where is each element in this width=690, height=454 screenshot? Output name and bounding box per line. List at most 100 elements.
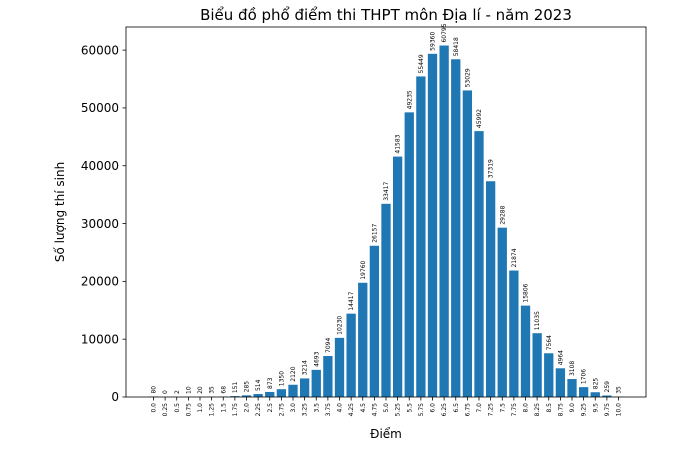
x-tick-label: 6.25 <box>441 403 448 417</box>
x-tick-label: 7.25 <box>488 403 495 417</box>
y-tick-label: 20000 <box>81 275 119 289</box>
bar-value-label: 7094 <box>325 338 332 353</box>
x-tick-label: 9.25 <box>581 403 588 417</box>
bar-3.0 <box>288 385 297 397</box>
x-tick-label: 6.75 <box>464 403 471 417</box>
bar-4.75 <box>370 246 379 397</box>
bar-7.75 <box>509 271 518 397</box>
x-tick-label: 3.25 <box>302 403 309 417</box>
bar-7.25 <box>486 181 495 397</box>
chart-title: Biểu đồ phổ điểm thi THPT môn Địa lí - n… <box>200 6 572 24</box>
bar-value-label: 59360 <box>430 32 437 51</box>
bar-7.0 <box>474 131 483 397</box>
x-tick-label: 7.75 <box>511 403 518 417</box>
bar-8.25 <box>532 333 541 397</box>
bar-value-label: 20 <box>197 386 204 394</box>
bar-value-label: 873 <box>267 377 274 389</box>
bar-value-label: 10 <box>185 386 192 394</box>
x-tick-label: 4.5 <box>360 403 367 413</box>
bar-8.0 <box>521 306 530 397</box>
x-tick-label: 0.75 <box>185 403 192 417</box>
bar-value-label: 29288 <box>499 205 506 224</box>
bar-6.75 <box>463 90 472 397</box>
bar-7.5 <box>498 228 507 397</box>
bar-value-label: 514 <box>255 379 262 391</box>
x-tick-label: 2.25 <box>255 403 262 417</box>
x-tick-label: 8.75 <box>557 403 564 417</box>
x-tick-label: 7.0 <box>476 403 483 413</box>
x-tick-label: 3.0 <box>290 403 297 413</box>
x-tick-label: 8.25 <box>534 403 541 417</box>
x-tick-label: 1.5 <box>220 403 227 413</box>
x-tick-label: 0.5 <box>174 403 181 413</box>
x-tick-label: 9.0 <box>569 403 576 413</box>
bar-4.0 <box>335 338 344 397</box>
x-tick-label: 1.25 <box>209 403 216 417</box>
bar-4.5 <box>358 283 367 397</box>
bar-value-label: 4693 <box>313 351 320 366</box>
x-tick-label: 0.25 <box>162 403 169 417</box>
bar-5.75 <box>416 76 425 397</box>
x-tick-label: 6.5 <box>453 403 460 413</box>
x-tick-label: 7.5 <box>499 403 506 413</box>
bar-2.5 <box>265 392 274 397</box>
bar-value-label: 37319 <box>488 159 495 178</box>
bar-value-label: 60795 <box>441 23 448 42</box>
y-tick-label: 50000 <box>81 101 119 115</box>
bar-value-label: 58418 <box>453 37 460 56</box>
x-tick-label: 8.0 <box>523 403 530 413</box>
bar-2.25 <box>253 394 262 397</box>
y-tick-label: 60000 <box>81 43 119 57</box>
y-axis-label: Số lượng thí sinh <box>53 162 67 262</box>
bar-value-label: 2120 <box>290 366 297 381</box>
x-tick-label: 1.0 <box>197 403 204 413</box>
x-tick-label: 3.75 <box>325 403 332 417</box>
x-tick-label: 9.75 <box>604 403 611 417</box>
bar-value-label: 11035 <box>534 311 541 330</box>
bar-value-label: 285 <box>244 381 251 393</box>
x-tick-label: 2.5 <box>267 403 274 413</box>
bar-2.75 <box>277 389 286 397</box>
bar-3.25 <box>300 378 309 397</box>
x-tick-label: 8.5 <box>546 403 553 413</box>
bar-9.0 <box>567 379 576 397</box>
bar-8.5 <box>544 353 553 397</box>
bar-value-label: 33417 <box>383 182 390 201</box>
bar-value-label: 26157 <box>371 224 378 243</box>
bar-9.25 <box>579 387 588 397</box>
x-tick-label: 0.0 <box>151 403 158 413</box>
bar-value-label: 21874 <box>511 248 518 267</box>
bar-value-label: 35 <box>209 386 216 394</box>
bar-value-label: 55449 <box>418 54 425 73</box>
bar-value-label: 1350 <box>278 371 285 386</box>
x-axis-label: Điểm <box>370 427 402 441</box>
bar-6.25 <box>439 46 448 397</box>
x-tick-label: 3.5 <box>313 403 320 413</box>
y-tick-label: 40000 <box>81 159 119 173</box>
bar-value-label: 0 <box>162 390 169 394</box>
bar-value-label: 151 <box>232 381 239 393</box>
bar-value-label: 259 <box>604 381 611 393</box>
bar-value-label: 4964 <box>557 350 564 365</box>
bar-value-label: 41583 <box>395 134 402 153</box>
bar-value-label: 15806 <box>523 283 530 302</box>
x-tick-label: 5.25 <box>395 403 402 417</box>
x-tick-label: 4.0 <box>337 403 344 413</box>
bar-8.75 <box>556 368 565 397</box>
bar-5.5 <box>405 112 414 397</box>
bar-value-label: 45992 <box>476 109 483 128</box>
bar-value-label: 3108 <box>569 361 576 376</box>
bar-5.25 <box>393 157 402 397</box>
bar-9.5 <box>591 392 600 397</box>
x-tick-label: 1.75 <box>232 403 239 417</box>
bar-value-label: 2 <box>174 390 181 394</box>
bar-value-label: 14417 <box>348 291 355 310</box>
bar-6.0 <box>428 54 437 397</box>
bar-value-label: 7564 <box>546 335 553 350</box>
x-tick-label: 5.5 <box>406 403 413 413</box>
bar-3.75 <box>323 356 332 397</box>
